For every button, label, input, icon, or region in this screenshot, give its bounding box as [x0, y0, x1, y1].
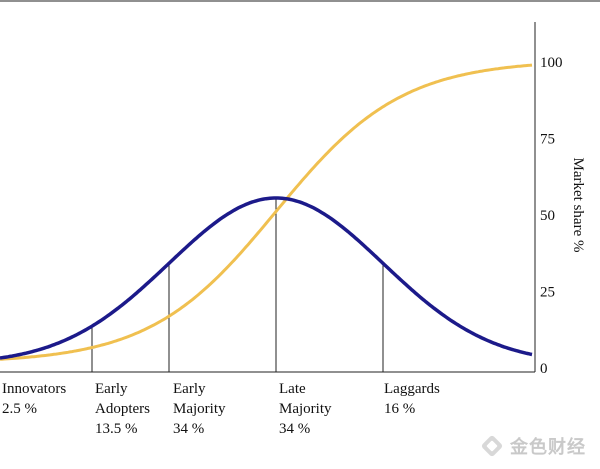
- segment-label-early-majority: Early Majority 34 %: [173, 381, 226, 437]
- segment-label-laggards: Laggards 16 %: [384, 381, 440, 417]
- segment-labels: Innovators 2.5 % Early Adopters 13.5 % Early M…: [2, 381, 440, 437]
- gold-diamond-logo-icon: [481, 435, 503, 457]
- watermark-text: 金色财经: [510, 437, 586, 458]
- adoption-bell-curve: [0, 196, 533, 360]
- y-tick-label: 75: [540, 132, 555, 148]
- segment-label-early-adopters: Early Adopters 13.5 %: [95, 381, 150, 437]
- y-tick-label: 50: [540, 208, 555, 224]
- y-axis-ticks: 0 25 50 75 100: [540, 55, 563, 377]
- segment-label-innovators: Innovators 2.5 %: [2, 381, 66, 417]
- y-tick-label: 100: [540, 55, 563, 71]
- y-tick-label: 25: [540, 285, 555, 301]
- y-tick-label: 0: [540, 361, 548, 377]
- watermark: 金色财经: [480, 432, 592, 460]
- y-axis-title: Market share %: [570, 158, 586, 253]
- segment-label-late-majority: Late Majority 34 %: [279, 381, 332, 437]
- cumulative-adoption-curve: [0, 63, 533, 361]
